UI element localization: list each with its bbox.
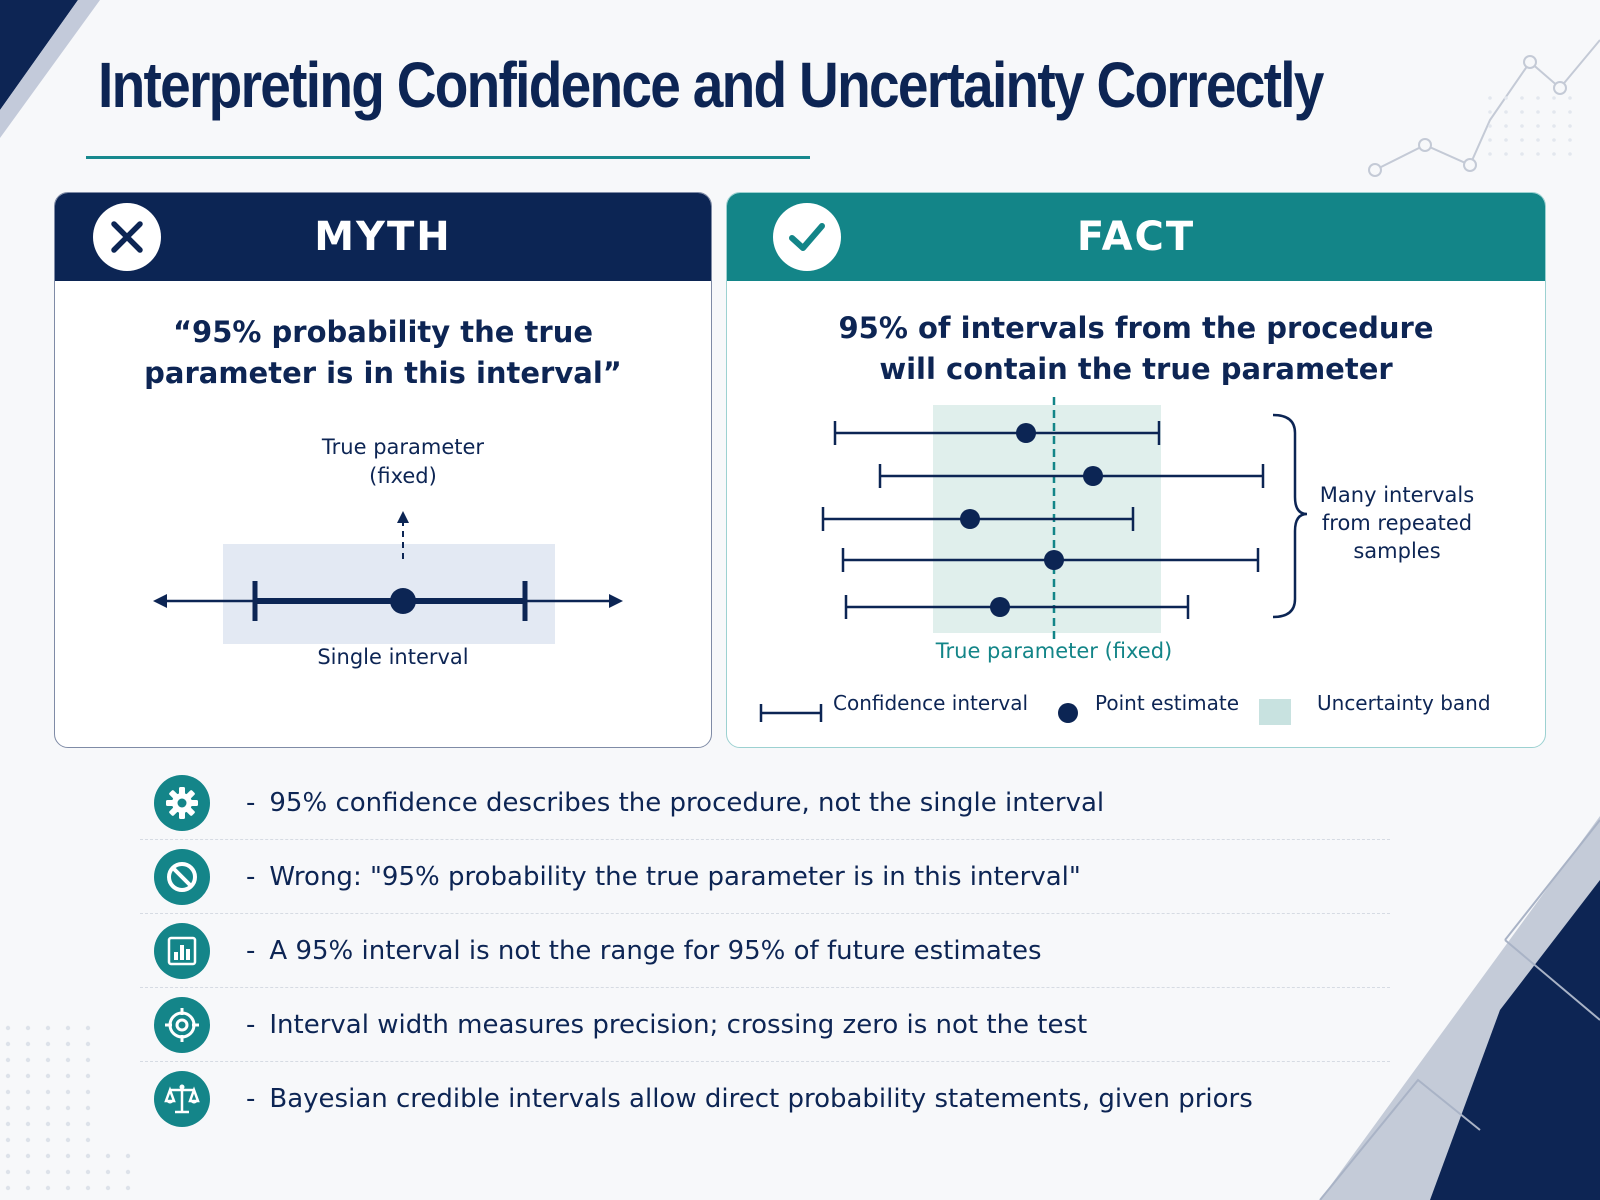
title-underline xyxy=(86,156,810,159)
legend-interval-swatch xyxy=(759,704,823,722)
list-item: - Interval width measures precision; cro… xyxy=(140,988,1390,1062)
list-item-text: Interval width measures precision; cross… xyxy=(269,1009,1088,1040)
fact-statement-line-1: 95% of intervals from the procedure xyxy=(838,311,1434,345)
myth-point-estimate xyxy=(390,588,416,614)
gear-icon xyxy=(154,774,210,831)
fact-title: FACT xyxy=(1076,214,1196,260)
myth-statement-line-2: parameter is in this interval” xyxy=(144,356,622,390)
myth-header: MYTH xyxy=(55,193,711,281)
myth-param-label-line-2: (fixed) xyxy=(369,464,437,488)
myth-param-label-line-1: True parameter xyxy=(321,435,485,459)
list-item-text: Bayesian credible intervals allow direct… xyxy=(269,1084,1253,1114)
myth-title: MYTH xyxy=(314,214,452,260)
list-item-text: A 95% interval is not the range for 95% … xyxy=(269,935,1042,966)
myth-statement: “95% probability the true parameter is i… xyxy=(55,312,711,394)
fact-statement-line-2: will contain the true parameter xyxy=(879,352,1393,386)
point-estimate-4 xyxy=(1044,550,1064,570)
list-item: - Bayesian credible intervals allow dire… xyxy=(140,1062,1390,1136)
true-parameter-label: True parameter (fixed) xyxy=(935,639,1173,663)
myth-figure xyxy=(153,511,623,644)
myth-statement-line-1: “95% probability the true xyxy=(172,315,594,349)
fact-statement: 95% of intervals from the procedure will… xyxy=(727,308,1545,390)
key-points-list: - 95% confidence describes the procedure… xyxy=(140,766,1390,1136)
interval-2 xyxy=(878,464,1265,488)
point-estimate-2 xyxy=(1083,466,1103,486)
x-icon xyxy=(93,203,161,271)
check-icon xyxy=(773,203,841,271)
fact-header: FACT xyxy=(727,193,1545,281)
brace-label-line-3: samples xyxy=(1353,539,1441,563)
interval-3 xyxy=(821,507,1135,531)
legend-point-swatch xyxy=(1058,703,1078,723)
interval-1 xyxy=(833,421,1161,445)
brace-label-line-1: Many intervals xyxy=(1319,483,1475,507)
target-icon xyxy=(154,996,210,1053)
point-estimate-1 xyxy=(1016,423,1036,443)
bar-chart-icon xyxy=(154,922,210,979)
legend-band-swatch xyxy=(1259,699,1291,725)
list-item: - 95% confidence describes the procedure… xyxy=(140,766,1390,840)
list-item-text: 95% confidence describes the procedure, … xyxy=(269,787,1105,818)
interval-5 xyxy=(844,595,1190,619)
legend-interval-label: Confidence interval xyxy=(833,691,1029,715)
interval-4 xyxy=(841,548,1260,572)
prohibited-icon xyxy=(154,848,210,905)
fact-figure xyxy=(759,397,1308,725)
list-item: - Wrong: "95% probability the true param… xyxy=(140,840,1390,914)
list-item-text: Wrong: "95% probability the true paramet… xyxy=(269,861,1081,892)
legend-band-label: Uncertainty band xyxy=(1317,691,1491,715)
brace xyxy=(1272,413,1308,619)
list-item: - A 95% interval is not the range for 95… xyxy=(140,914,1390,988)
brace-label: Many intervals from repeated samples xyxy=(1297,481,1497,565)
brace-label-line-2: from repeated xyxy=(1321,511,1473,535)
fact-panel: FACT 95% of intervals from the procedure… xyxy=(726,192,1546,748)
point-estimate-3 xyxy=(960,509,980,529)
myth-param-label: True parameter (fixed) xyxy=(303,433,503,491)
myth-uncertainty-band xyxy=(223,544,555,644)
myth-caption: Single interval xyxy=(317,645,469,669)
page-title: Interpreting Confidence and Uncertainty … xyxy=(98,49,1324,121)
legend-point-label: Point estimate xyxy=(1095,691,1240,715)
point-estimate-5 xyxy=(990,597,1010,617)
myth-panel: MYTH “95% probability the true parameter… xyxy=(54,192,712,748)
balance-scale-icon xyxy=(154,1071,210,1127)
